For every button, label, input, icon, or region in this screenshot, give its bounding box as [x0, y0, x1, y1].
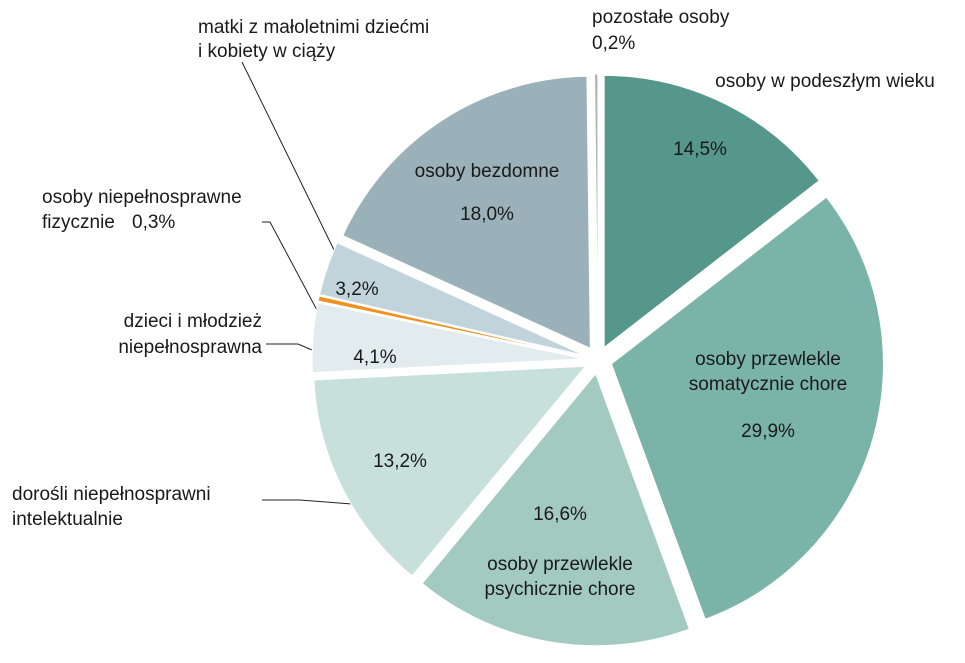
category-label: fizycznie: [42, 212, 115, 233]
value-label: 14,5%: [673, 139, 727, 160]
category-label: i kobiety w ciąży: [198, 41, 336, 62]
category-label: intelektualnie: [12, 509, 123, 530]
pie-slice: [342, 75, 591, 350]
category-label: osoby przewlekle: [487, 554, 633, 575]
pie-slice: [313, 365, 587, 577]
category-label: psychicznie chore: [484, 579, 635, 600]
category-label: somatycznie chore: [689, 374, 847, 395]
leader-line: [262, 499, 366, 506]
category-label: osoby bezdomne: [415, 161, 560, 182]
value-label: 0,3%: [132, 212, 175, 233]
value-label: 18,0%: [460, 204, 514, 225]
pie-slice: [311, 302, 585, 374]
leader-lines: [241, 61, 366, 506]
pie-slice: [317, 295, 585, 358]
category-label: dzieci i młodzież: [124, 311, 262, 332]
category-label: dorośli niepełnosprawni: [12, 484, 211, 505]
pie-slice: [603, 74, 820, 349]
value-label: 3,2%: [335, 279, 378, 300]
pie-slice: [319, 242, 585, 356]
category-label: matki z małoletnimi dziećmi: [198, 17, 429, 38]
pie-slice: [421, 372, 691, 647]
category-label: osoby niepełnosprawne: [42, 187, 242, 208]
pie-slice: [593, 73, 599, 347]
value-label: 4,1%: [353, 347, 396, 368]
category-label: osoby w podeszłym wieku: [715, 71, 935, 92]
value-label: 13,2%: [373, 451, 427, 472]
category-label: osoby przewlekle: [695, 349, 841, 370]
leader-line: [266, 343, 313, 351]
category-label: niepełnosprawna: [118, 337, 262, 358]
leader-line: [241, 61, 336, 253]
value-label: 29,9%: [741, 421, 795, 442]
value-label: 0,2%: [592, 33, 635, 54]
category-label: pozostałe osoby: [592, 7, 730, 28]
leader-line: [262, 221, 319, 313]
value-label: 16,6%: [533, 504, 587, 525]
pie-slice: [610, 196, 884, 620]
